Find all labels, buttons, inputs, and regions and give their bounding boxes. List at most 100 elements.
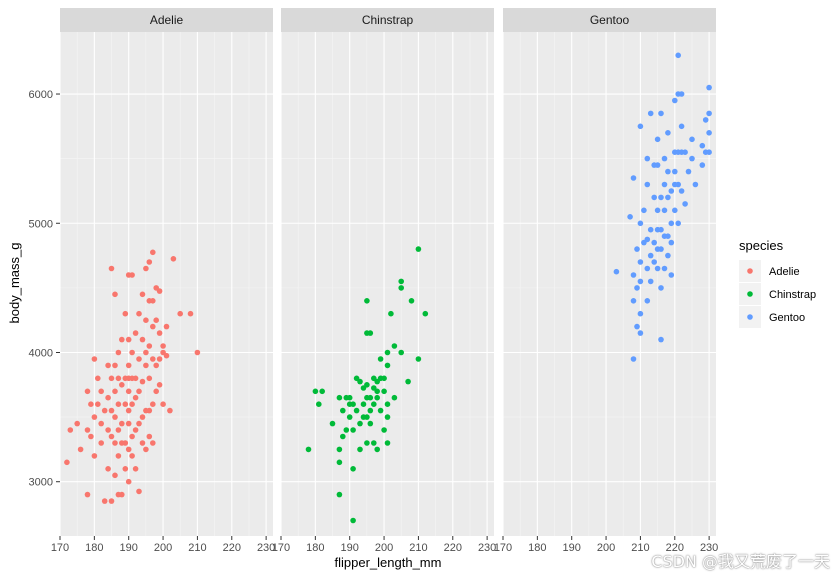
y-axis: 3000 4000 5000 6000 <box>29 89 60 489</box>
x-tick-label: 180 <box>528 542 546 554</box>
data-point-adelie <box>108 407 115 414</box>
data-point-chinstrap <box>374 446 381 453</box>
data-point-adelie <box>115 349 122 356</box>
data-point-adelie <box>153 317 159 324</box>
data-point-adelie <box>153 388 159 395</box>
x-tick-label: 190 <box>120 542 138 554</box>
data-point-gentoo <box>627 214 633 220</box>
data-point-chinstrap <box>357 378 363 385</box>
data-point-gentoo <box>654 265 661 272</box>
data-point-adelie <box>98 420 104 427</box>
data-point-gentoo <box>682 201 688 207</box>
legend-marker <box>747 268 753 274</box>
data-point-gentoo <box>672 97 678 104</box>
data-point-adelie <box>112 414 118 420</box>
panel-background <box>503 32 716 536</box>
data-point-adelie <box>112 388 118 395</box>
data-point-adelie <box>119 382 125 388</box>
data-point-chinstrap <box>398 349 405 356</box>
y-tick-label: 3000 <box>29 477 53 489</box>
data-point-adelie <box>88 401 94 408</box>
data-point-adelie <box>98 440 104 446</box>
data-point-gentoo <box>654 207 661 214</box>
watermark: CSDN @我又荒废了一天 <box>651 552 830 571</box>
data-point-adelie <box>122 440 129 446</box>
data-point-adelie <box>156 288 163 294</box>
data-point-chinstrap <box>364 414 370 420</box>
x-axis-gentoo: 170 180 190 200 210 220 230 <box>494 536 718 554</box>
data-point-adelie <box>132 330 139 336</box>
data-point-gentoo <box>641 207 647 214</box>
data-point-adelie <box>112 472 118 479</box>
legend-label: Chinstrap <box>769 289 816 301</box>
data-point-gentoo <box>699 162 706 168</box>
data-point-gentoo <box>644 181 651 188</box>
data-point-gentoo <box>689 155 695 162</box>
data-point-adelie <box>119 491 125 498</box>
data-point-adelie <box>129 272 135 278</box>
data-point-adelie <box>91 356 98 362</box>
data-point-gentoo <box>644 265 651 272</box>
data-point-chinstrap <box>377 407 384 414</box>
data-point-gentoo <box>665 168 671 175</box>
legend: species Adelie Chinstrap Gentoo <box>739 238 816 328</box>
data-point-gentoo <box>661 207 668 214</box>
data-point-adelie <box>125 407 132 414</box>
data-point-gentoo <box>661 155 668 162</box>
data-point-gentoo <box>613 268 620 275</box>
data-point-adelie <box>139 291 146 298</box>
x-tick-label: 190 <box>341 542 359 554</box>
data-point-gentoo <box>637 220 644 227</box>
data-point-chinstrap <box>329 420 336 427</box>
data-point-adelie <box>77 446 84 453</box>
data-point-adelie <box>170 255 177 262</box>
data-point-adelie <box>108 265 115 272</box>
data-point-gentoo <box>630 272 637 278</box>
data-point-adelie <box>125 388 132 395</box>
data-point-chinstrap <box>381 375 387 382</box>
facet-strip <box>503 8 716 32</box>
y-axis-label: body_mass_g <box>7 243 22 324</box>
data-point-adelie <box>163 352 170 359</box>
legend-label: Gentoo <box>769 312 805 324</box>
data-point-adelie <box>91 414 98 420</box>
x-tick-label: 200 <box>154 542 172 554</box>
data-point-adelie <box>150 298 156 304</box>
data-point-adelie <box>146 259 153 265</box>
facet-strip-label: Gentoo <box>590 13 630 27</box>
data-point-gentoo <box>665 194 671 201</box>
data-point-adelie <box>95 401 101 408</box>
data-point-gentoo <box>647 278 654 285</box>
data-point-chinstrap <box>353 407 360 414</box>
data-point-adelie <box>136 388 142 395</box>
data-point-gentoo <box>651 259 657 265</box>
data-point-adelie <box>132 375 139 382</box>
data-point-adelie <box>143 446 149 453</box>
data-point-gentoo <box>658 336 664 343</box>
data-point-adelie <box>136 310 142 317</box>
x-tick-label: 200 <box>597 542 615 554</box>
x-tick-label: 230 <box>478 542 496 554</box>
data-point-adelie <box>125 446 132 453</box>
data-point-gentoo <box>644 236 651 243</box>
data-point-adelie <box>146 433 153 440</box>
data-point-chinstrap <box>346 414 353 420</box>
data-point-chinstrap <box>350 427 356 433</box>
data-point-chinstrap <box>364 440 370 446</box>
panel-background <box>60 32 273 536</box>
data-point-chinstrap <box>350 517 356 524</box>
data-point-gentoo <box>630 356 637 362</box>
data-point-adelie <box>139 440 146 446</box>
data-point-chinstrap <box>381 388 387 395</box>
data-point-gentoo <box>661 265 668 272</box>
data-point-chinstrap <box>316 401 322 408</box>
data-point-chinstrap <box>367 330 374 336</box>
data-point-chinstrap <box>384 414 391 420</box>
data-point-adelie <box>156 330 163 336</box>
data-point-gentoo <box>658 246 664 252</box>
data-point-adelie <box>129 401 135 408</box>
data-point-gentoo <box>647 252 654 259</box>
x-tick-label: 220 <box>223 542 241 554</box>
